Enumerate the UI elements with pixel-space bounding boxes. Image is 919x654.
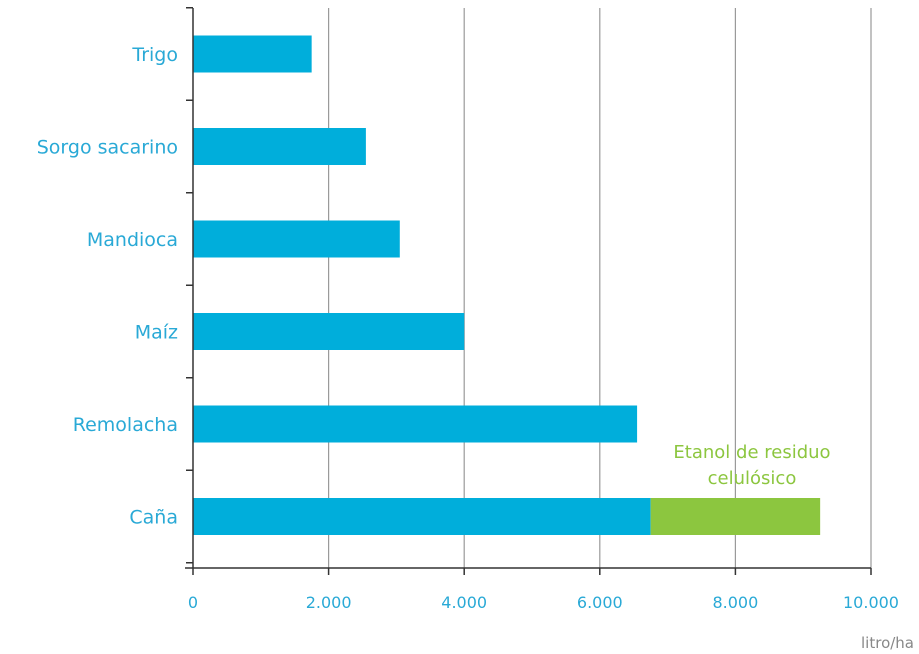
gridlines <box>328 8 872 568</box>
x-tick-label: 6.000 <box>577 593 623 612</box>
x-unit-label: litro/ha <box>861 634 914 652</box>
bars <box>193 35 821 535</box>
bar-caña-s1 <box>193 498 651 535</box>
axes <box>185 7 872 575</box>
bar-caña-s2 <box>650 498 821 535</box>
bar-sorgo-sacarino-s1 <box>193 128 366 165</box>
bar-remolacha-s1 <box>193 405 638 443</box>
category-labels: Trigo Sorgo sacarino Mandioca Maíz Remolacha… <box>37 44 178 529</box>
x-tick-label: 2.000 <box>306 593 352 612</box>
bar-trigo-s1 <box>193 35 312 73</box>
annotation-line-2: celulósico <box>708 468 797 489</box>
bar-mandioca-s1 <box>193 220 400 258</box>
x-tick-label: 10.000 <box>843 593 899 612</box>
category-label: Sorgo sacarino <box>37 137 178 159</box>
category-label: Remolacha <box>73 414 178 436</box>
category-label: Trigo <box>131 44 178 66</box>
category-label: Mandioca <box>87 229 178 251</box>
x-tick-label: 4.000 <box>441 593 487 612</box>
x-tick-label: 8.000 <box>712 593 758 612</box>
x-tick-labels: 0 2.000 4.000 6.000 8.000 10.000 <box>188 593 899 612</box>
x-tick-label: 0 <box>188 593 198 612</box>
category-label: Caña <box>129 507 178 529</box>
bar-maíz-s1 <box>193 313 465 350</box>
annotation-line-1: Etanol de residuo <box>673 442 830 463</box>
category-label: Maíz <box>135 322 178 344</box>
